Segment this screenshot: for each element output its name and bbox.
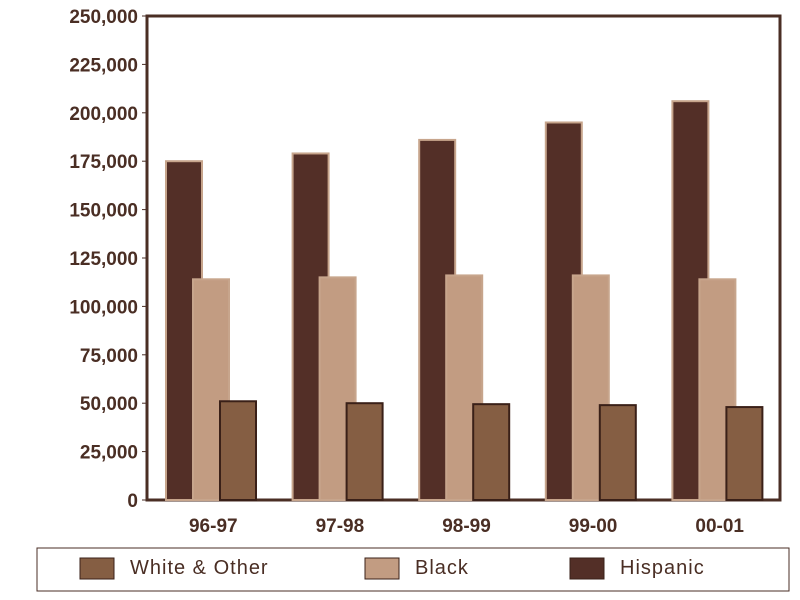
bar-white-other-96-97 (219, 400, 257, 502)
legend-box (36, 547, 790, 592)
y-tick-label: 100,000 (69, 297, 138, 318)
bar-white-other-99-00 (598, 404, 637, 501)
legend-label: Hispanic (620, 557, 705, 579)
y-tick-label: 25,000 (80, 443, 138, 464)
y-tick-label: 0 (127, 491, 138, 512)
y-tick-label: 175,000 (69, 152, 138, 173)
legend-swatch (364, 557, 400, 580)
x-axis: 96-97 97-98 98-99 99-00 00-01 (189, 516, 744, 537)
x-tick-label: 00-01 (695, 516, 744, 537)
y-tick-label: 200,000 (69, 104, 138, 125)
bar-white-other-97-98 (345, 402, 384, 502)
bar-white-other-00-01 (725, 406, 764, 501)
y-tick-label: 75,000 (80, 346, 138, 367)
legend-swatch (569, 557, 605, 580)
y-tick-label: 150,000 (69, 201, 138, 222)
y-tick-label: 250,000 (69, 7, 138, 28)
y-tick-label: 50,000 (80, 394, 138, 415)
bar-white-other-98-99 (472, 403, 511, 501)
y-tick-label: 225,000 (69, 55, 138, 76)
legend-label: White & Other (130, 557, 269, 579)
legend-label: Black (415, 557, 469, 579)
legend-swatch (79, 557, 115, 580)
x-tick-label: 98-99 (442, 516, 491, 537)
x-tick-label: 99-00 (569, 516, 618, 537)
legend: White & Other Black Hispanic (79, 557, 705, 580)
y-axis: 0 25,000 50,000 75,000 100,000 125,000 150,000… (69, 7, 147, 512)
y-tick-label: 125,000 (69, 249, 138, 270)
x-tick-label: 96-97 (189, 516, 238, 537)
bars (165, 100, 764, 502)
x-tick-label: 97-98 (316, 516, 365, 537)
